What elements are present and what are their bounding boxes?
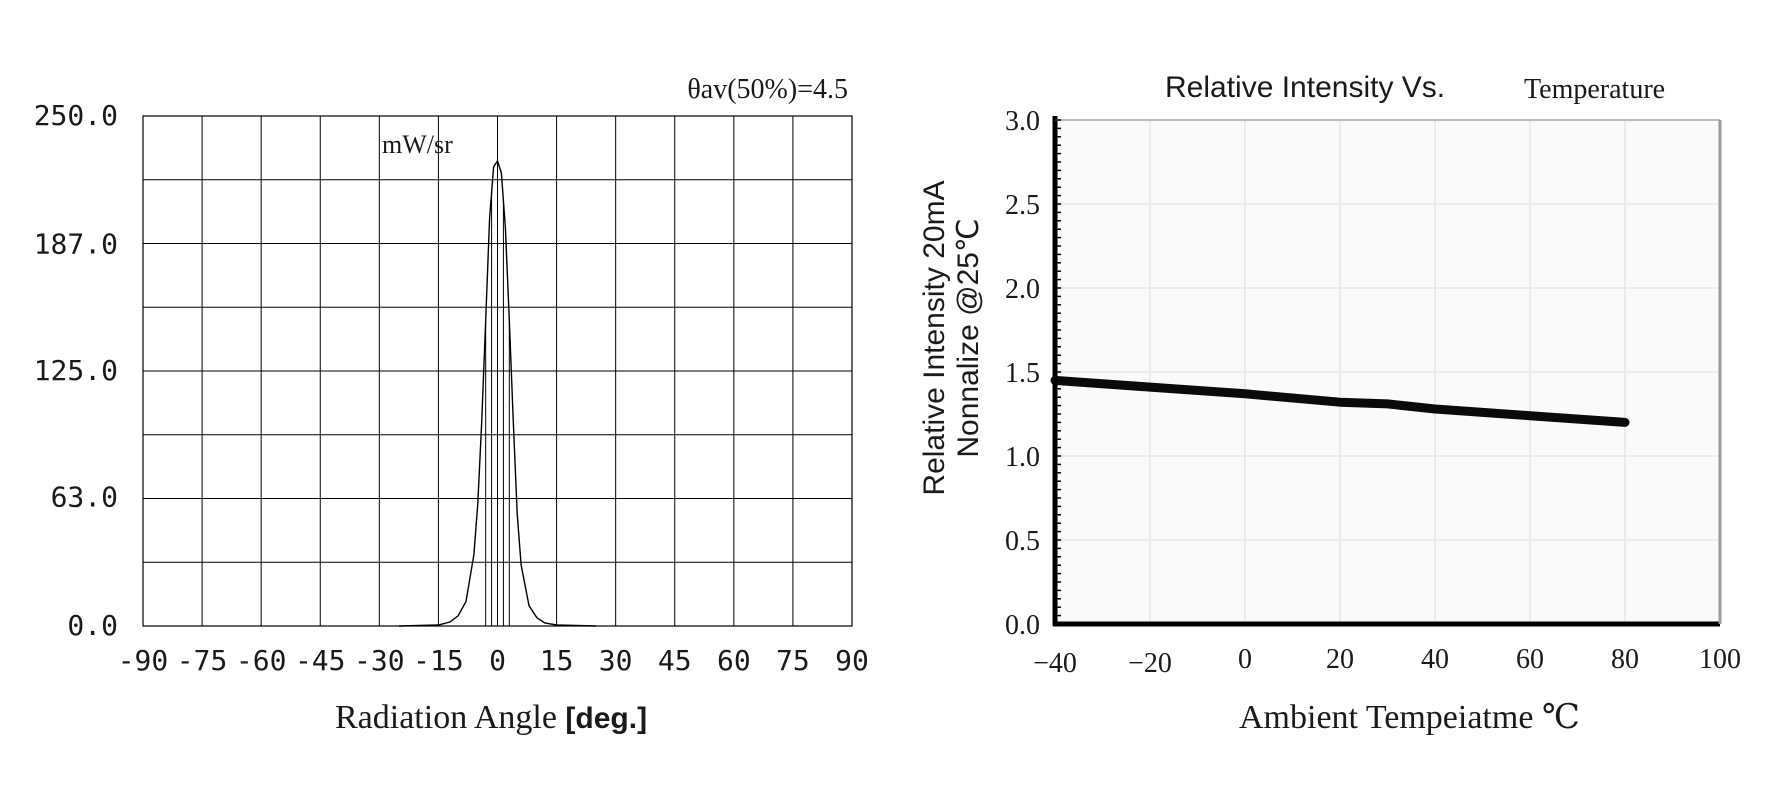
radiation-x-tick-labels: -90 -75 -60 -45 -30 -15 0 15 30 45 60 75 90 xyxy=(118,644,869,677)
y-tick-label: 2.5 xyxy=(1005,190,1040,221)
temperature-y-axis-label-line1: Relative Intensity 20mA xyxy=(918,180,951,495)
x-tick-label: -45 xyxy=(295,644,346,677)
x-tick-label: -30 xyxy=(354,644,405,677)
temperature-series-line xyxy=(1050,375,1630,427)
x-tick-label: -15 xyxy=(413,644,464,677)
y-tick-label: 250.0 xyxy=(34,99,118,132)
y-tick-label: 2.0 xyxy=(1005,274,1040,305)
x-tick-label: 90 xyxy=(835,644,869,677)
x-tick-label: 15 xyxy=(540,644,574,677)
temperature-grid xyxy=(1055,120,1720,624)
x-tick-label: −20 xyxy=(1128,648,1172,679)
x-tick-label: 0 xyxy=(1238,644,1252,675)
radiation-plot-frame xyxy=(142,115,853,627)
temperature-y-axis-label-line2: Nonnalize @25℃ xyxy=(952,218,985,457)
x-tick-label: 40 xyxy=(1421,644,1449,675)
y-tick-label: 0.0 xyxy=(67,609,118,642)
temperature-chart: Relative Intensity Vs. Temperature 0.00.… xyxy=(918,71,1741,736)
temperature-x-tick-labels: −40 −20 0 20 40 60 80 100 xyxy=(1033,644,1741,679)
temperature-y-tick-labels: 0.0 0.5 1.0 1.5 2.0 2.5 3.0 xyxy=(1005,106,1040,641)
x-tick-label: 0 xyxy=(489,644,506,677)
radiation-unit-label: mW/sr xyxy=(382,130,453,159)
radiation-annotation: θav(50%)=4.5 xyxy=(687,74,848,105)
y-tick-label: 187.0 xyxy=(34,228,118,261)
y-tick-label: 0.5 xyxy=(1005,526,1040,557)
x-tick-label: 60 xyxy=(1516,644,1544,675)
y-tick-label: 125.0 xyxy=(34,354,118,387)
y-tick-label: 1.0 xyxy=(1005,442,1040,473)
radiation-y-tick-labels: 0.0 63.0 125.0 187.0 250.0 xyxy=(34,99,118,642)
radiation-chart: 0.0 63.0 125.0 187.0 250.0 -90 -75 -60 -45 -30 -1… xyxy=(34,74,869,736)
x-tick-label: 30 xyxy=(599,644,633,677)
temperature-chart-title: Relative Intensity Vs. xyxy=(1165,71,1445,104)
x-tick-label: −40 xyxy=(1033,648,1077,679)
temperature-chart-title-suffix: Temperature xyxy=(1524,74,1665,105)
x-tick-label: 80 xyxy=(1611,644,1639,675)
x-tick-label: 60 xyxy=(717,644,751,677)
x-tick-label: -75 xyxy=(177,644,228,677)
x-tick-label: 75 xyxy=(776,644,810,677)
temperature-plot-frame xyxy=(1052,116,1722,627)
y-tick-label: 0.0 xyxy=(1005,610,1040,641)
radiation-pattern-curve xyxy=(398,159,597,627)
y-tick-label: 1.5 xyxy=(1005,358,1040,389)
radiation-center-markers xyxy=(485,160,510,626)
x-tick-label: 45 xyxy=(658,644,692,677)
y-tick-label: 3.0 xyxy=(1005,106,1040,137)
temperature-x-axis-label: Ambient Tempeiatme ℃ xyxy=(1239,699,1580,736)
x-tick-label: -90 xyxy=(118,644,169,677)
x-tick-label: -60 xyxy=(236,644,287,677)
y-tick-label: 63.0 xyxy=(51,480,118,513)
x-tick-label: 20 xyxy=(1326,644,1354,675)
radiation-x-axis-label: Radiation Angle [deg.] xyxy=(335,699,647,736)
x-tick-label: 100 xyxy=(1699,644,1741,675)
